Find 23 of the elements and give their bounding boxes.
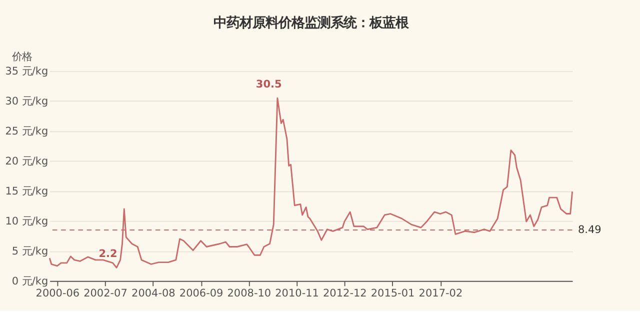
x-tick-label: 2017-02 — [418, 288, 463, 300]
y-tick-label: 5 元/kg — [12, 245, 48, 258]
y-tick-label: 35 元/kg — [5, 65, 48, 78]
x-tick-label: 2004-08 — [132, 288, 176, 300]
x-tick-label: 2002-07 — [84, 288, 128, 300]
y-tick-label: 20 元/kg — [5, 155, 48, 168]
line-series — [48, 97, 573, 268]
x-tick-label: 2010-11 — [275, 288, 319, 300]
ref-line-label: 8.49 — [578, 224, 602, 236]
x-tick-label: 2008-10 — [227, 288, 272, 300]
y-tick-label: 15 元/kg — [5, 185, 48, 198]
y-axis-title: 价格 — [10, 51, 32, 64]
y-tick-label: 10 元/kg — [5, 215, 48, 228]
x-tick-label: 2006-09 — [179, 288, 224, 300]
annotation: 30.5 — [256, 78, 282, 91]
x-tick-label: 2015-01 — [370, 288, 415, 300]
chart-title: 中药材原料价格监测系统：板蓝根 — [213, 15, 410, 32]
y-tick-label: 25 元/kg — [5, 125, 48, 138]
x-tick-label: 2012-12 — [323, 288, 367, 300]
y-tick-label: 30 元/kg — [5, 95, 48, 108]
annotation: 2.2 — [98, 248, 118, 260]
y-tick-label: 0 元/kg — [12, 275, 48, 288]
x-tick-label: 2000-06 — [36, 288, 80, 300]
